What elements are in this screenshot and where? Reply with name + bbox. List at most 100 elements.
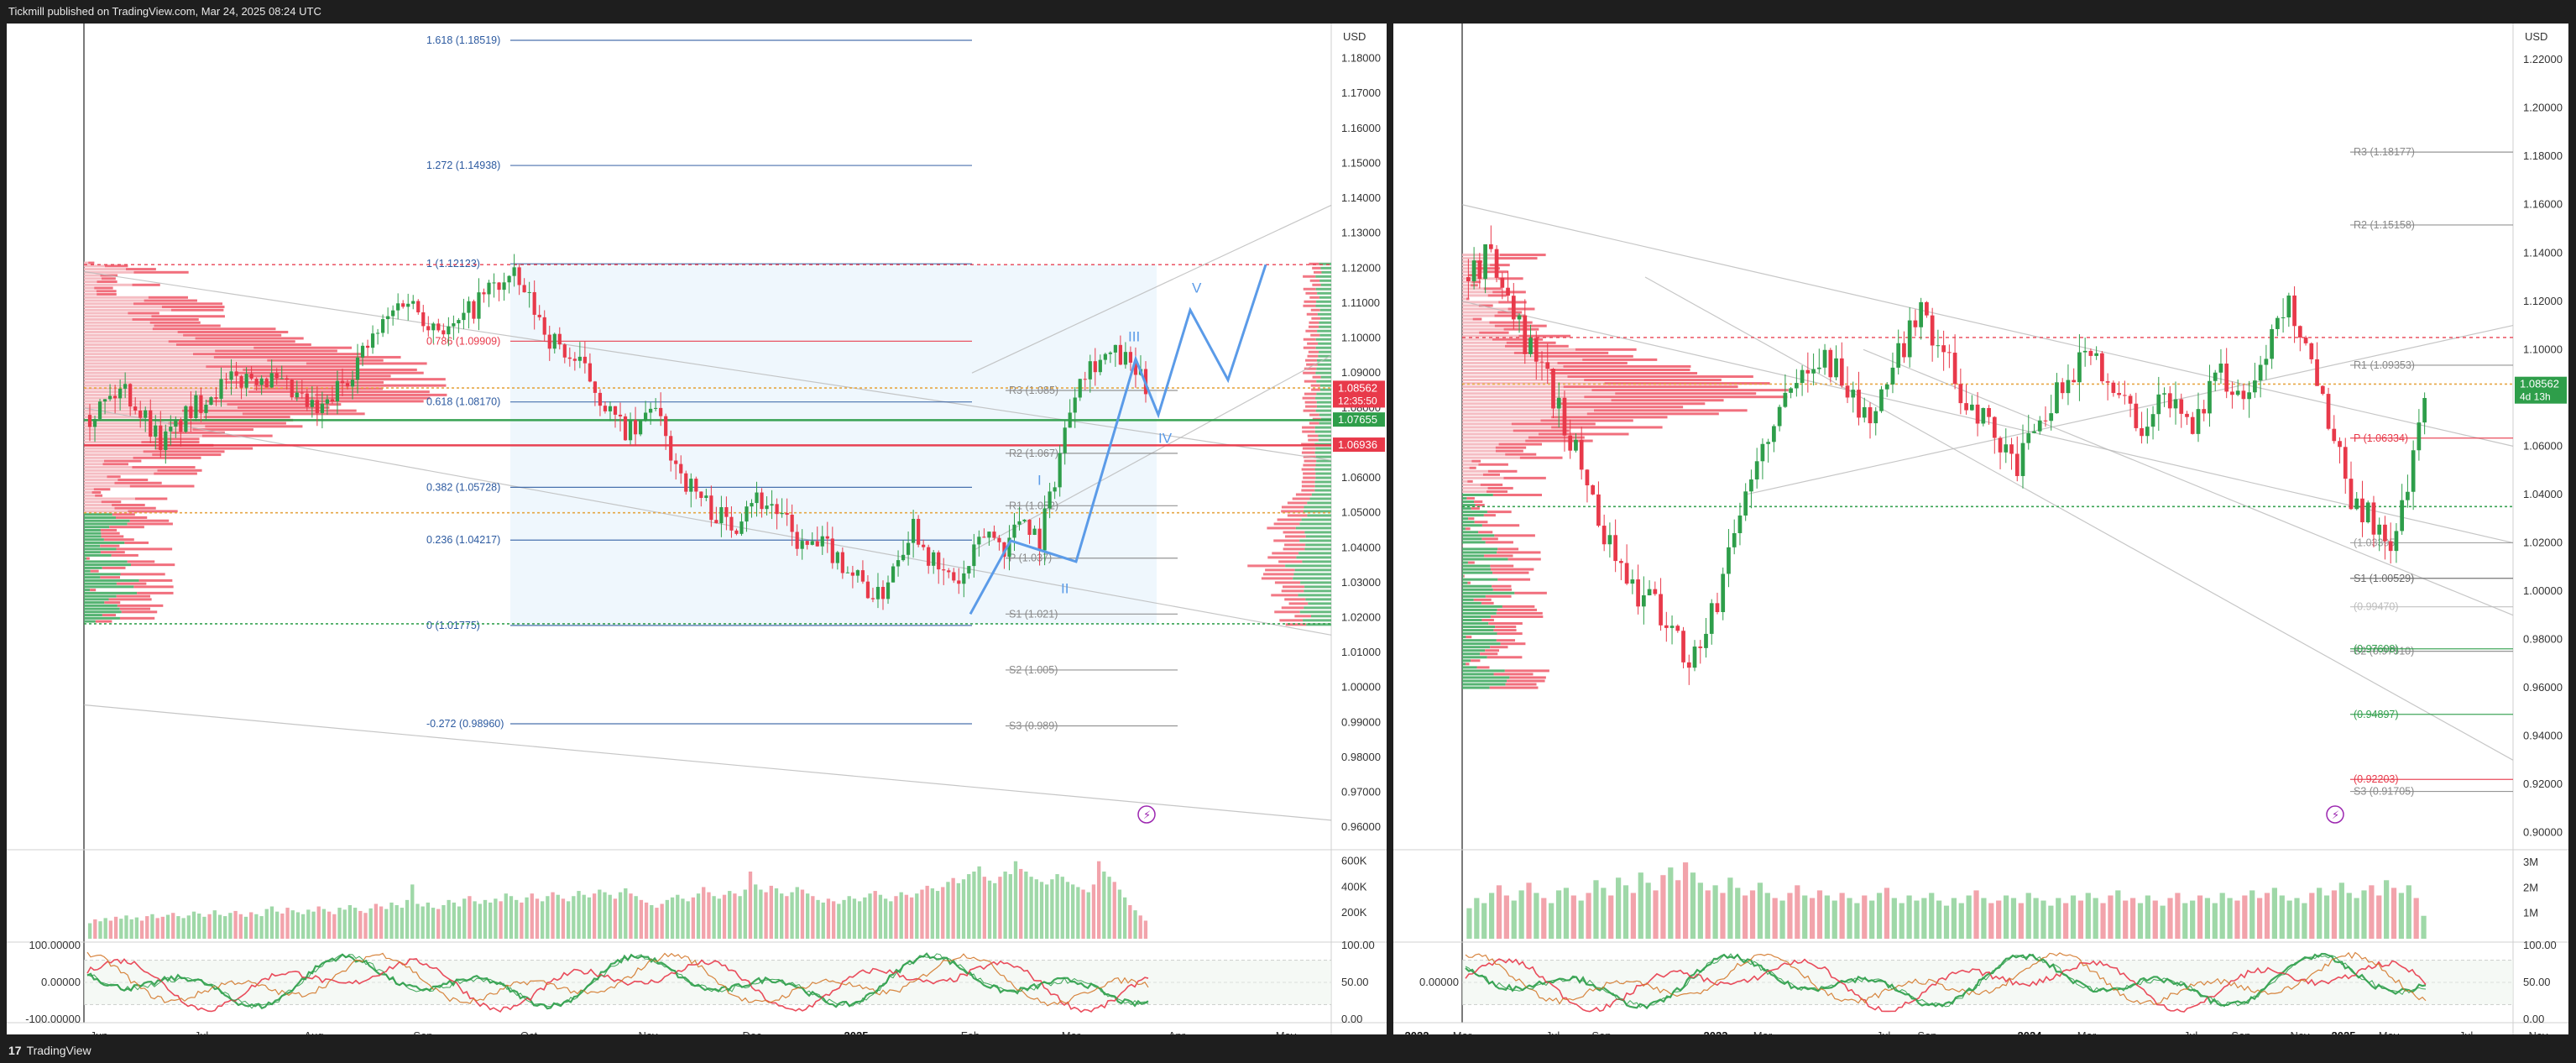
- candle-body: [477, 292, 481, 319]
- volume-profile-bar: [1311, 388, 1320, 391]
- volume-profile-bar: [1301, 484, 1315, 488]
- chart-panel-daily[interactable]: USD 1.18000 1.17000 1.16000 1.15000 1.14000 1.…: [7, 24, 1387, 1034]
- candle: [214, 387, 218, 406]
- candle: [2009, 437, 2014, 470]
- candle: [583, 341, 587, 374]
- volume-bar: [405, 899, 410, 939]
- volume-profile-bar: [1310, 384, 1320, 387]
- volume-profile-bar: [1462, 673, 1494, 676]
- volume-profile-bar: [171, 431, 225, 434]
- volume-profile-bar: [1513, 429, 1570, 432]
- volume-profile-bar: [84, 378, 271, 381]
- candle-body: [1669, 626, 1675, 628]
- volume-profile-bar: [1320, 375, 1331, 379]
- volume-profile-bar: [103, 459, 142, 463]
- volume-bar: [2167, 898, 2173, 939]
- volume-profile-bar: [84, 264, 105, 268]
- candle: [411, 295, 415, 310]
- volume-profile-bar: [84, 346, 254, 349]
- oscillator-tick-label: 50.00: [2523, 976, 2551, 988]
- lightning-icon: [1137, 805, 1156, 824]
- candle-body: [2202, 409, 2207, 414]
- volume-profile-bar: [205, 425, 303, 428]
- volume-profile-bar: [1462, 622, 1489, 626]
- volume-profile-bar: [1315, 472, 1331, 475]
- volume-profile-bar: [1495, 449, 1523, 453]
- volume-profile-bar: [1312, 283, 1321, 286]
- volume-profile-bar: [1462, 317, 1473, 321]
- candle: [1709, 599, 1714, 645]
- volume-profile-bar: [84, 321, 150, 324]
- volume-profile-bar: [84, 591, 138, 594]
- volume-bar: [904, 894, 909, 939]
- candle: [1602, 514, 1607, 552]
- volume-profile-bar: [1465, 527, 1471, 531]
- chart-panel-weekly[interactable]: USD 1.22000 1.20000 1.18000 1.16000 1.14000 1.…: [1393, 24, 2568, 1034]
- volume-profile-bar: [1462, 662, 1466, 666]
- volume-profile-bar: [1462, 537, 1482, 541]
- candle: [1907, 307, 1912, 368]
- volume-profile-bar: [1487, 490, 1508, 493]
- volume-profile-bar: [84, 434, 202, 437]
- fib-level-label: 0 (1.01775): [426, 620, 480, 631]
- candle-body: [552, 333, 556, 349]
- candle: [1002, 542, 1006, 569]
- candle-body: [785, 512, 789, 516]
- volume-profile-bar: [1462, 385, 1564, 389]
- volume-profile-bar: [96, 290, 117, 293]
- volume-profile-bar: [84, 500, 102, 504]
- candle: [830, 526, 834, 569]
- volume-profile-bar: [1261, 577, 1293, 580]
- volume-bar: [1496, 885, 1502, 939]
- candle-body: [442, 330, 446, 335]
- volume-profile-bar: [1307, 434, 1319, 437]
- candle: [1805, 352, 1811, 393]
- volume-profile-bar: [1593, 409, 1748, 412]
- volume-profile-bar: [1509, 676, 1546, 679]
- volume-profile-bar: [1462, 605, 1502, 608]
- candle: [401, 300, 405, 309]
- candle-body: [1058, 453, 1062, 488]
- candle-body: [790, 515, 794, 532]
- candle-body: [2388, 541, 2393, 552]
- candle-body: [2377, 524, 2382, 535]
- volume-bar: [1690, 872, 1696, 939]
- volume-bar: [2018, 903, 2024, 939]
- candle-body: [1466, 277, 1471, 281]
- volume-profile-bar: [1314, 451, 1331, 454]
- volume-bar: [1013, 861, 1018, 939]
- candle-body: [492, 282, 496, 284]
- candle: [603, 401, 608, 414]
- volume-profile-bar: [1540, 419, 1633, 422]
- volume-bar: [717, 898, 721, 939]
- candle-body: [1686, 662, 1691, 668]
- volume-profile-bar: [1305, 598, 1331, 601]
- candle: [745, 500, 749, 532]
- volume-bar: [2227, 898, 2233, 939]
- volume-profile-bar: [84, 450, 144, 453]
- volume-bar: [894, 896, 898, 939]
- chart-svg-daily[interactable]: USD1.180001.170001.160001.150001.140001.…: [7, 24, 1387, 1034]
- candle-body: [2360, 498, 2364, 523]
- candle-body: [1511, 296, 1516, 320]
- volume-profile-bar: [84, 293, 97, 296]
- volume-profile-bar: [1298, 552, 1331, 555]
- volume-bar: [150, 914, 154, 939]
- fib-level-label: -0.272 (0.98960): [426, 718, 504, 730]
- trend-line: [1644, 276, 2514, 761]
- candle-body: [87, 415, 92, 427]
- volume-bar: [87, 923, 92, 939]
- candle-body: [1477, 260, 1482, 280]
- candle-body: [2190, 416, 2195, 434]
- volume-profile-bar: [101, 532, 120, 535]
- candle: [239, 374, 243, 400]
- volume-profile-bar: [1462, 656, 1487, 659]
- candle: [2377, 517, 2382, 552]
- volume-profile-bar: [1319, 422, 1331, 425]
- candle: [1103, 352, 1107, 365]
- chart-svg-weekly[interactable]: USD1.220001.200001.180001.160001.140001.…: [1393, 24, 2568, 1034]
- volume-profile-bar: [84, 393, 316, 396]
- price-tick-label: 1.05000: [1341, 506, 1381, 519]
- volume-profile-bar: [1462, 456, 1520, 459]
- candle-body: [1862, 406, 1867, 418]
